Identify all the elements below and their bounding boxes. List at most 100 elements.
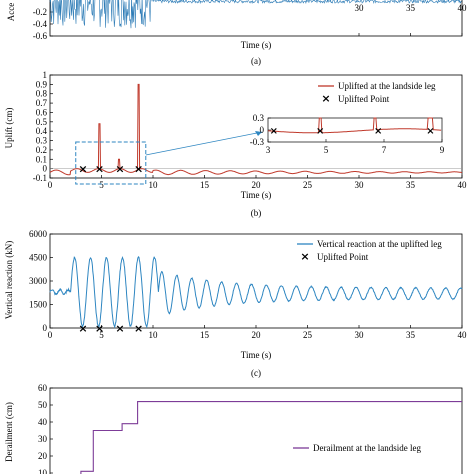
x-tick-label: 40 [458, 330, 468, 340]
panel-d-ylabel: Derailment (cm) [4, 402, 14, 462]
x-tick-label: 35 [406, 330, 416, 340]
panel-b-inset-line [267, 117, 442, 134]
panel-d-series-line [80, 401, 462, 474]
panel-c-legend: Vertical reaction at the uplifted leg × … [297, 239, 442, 263]
y-tick-label: 0.7 [36, 98, 48, 108]
panel-c-series-line [49, 255, 463, 329]
panel-d-plot: 60 50 40 30 20 10 [38, 383, 463, 474]
panel-d-legend-label: Derailment at the landside leg [313, 443, 421, 453]
x-tick-label: 40 [458, 3, 468, 13]
y-tick-label: 0.5 [36, 117, 48, 127]
y-tick-label: -0.1 [33, 173, 47, 183]
inset-x-tick-label: 3 [266, 145, 271, 155]
panel-b-zoom-arrowhead [255, 131, 262, 136]
x-tick-label: 30 [355, 330, 365, 340]
panel-b-inset-marker: × [316, 126, 324, 137]
panel-a-ylabel: Acce [6, 3, 16, 21]
y-tick-label: 30 [38, 434, 48, 444]
panel-b-legend: Uplifted at the landside leg × Uplifted … [318, 81, 436, 105]
panel-b-inset-marker: × [374, 126, 382, 137]
x-tick-label: 5 [99, 330, 104, 340]
inset-y-tick-label: -0.3 [250, 137, 265, 147]
panel-b-uplift-marker: × [95, 163, 104, 176]
panel-c-ylabel: Vertical reaction (kN) [4, 241, 14, 319]
panel-b-inset-frame [267, 117, 443, 143]
panel-d-legend: Derailment at the landside leg [293, 443, 421, 453]
panel-b-uplift-marker: × [134, 163, 143, 176]
x-tick-label: 0 [48, 330, 53, 340]
y-tick-label: 1500 [29, 300, 48, 310]
panel-c-caption: (c) [251, 368, 261, 378]
panel-c-uplift-marker: × [134, 322, 143, 335]
panel-c-uplift-marker: × [95, 322, 104, 335]
y-tick-label: 6000 [29, 229, 48, 239]
y-tick-label: 0 [43, 164, 48, 174]
panel-b-xlabel: Time (s) [241, 190, 271, 200]
panel-b-zoom-box [75, 141, 147, 185]
panel-c-plot: 6000 4500 3000 1500 00 5 10 15 20 25 30 35 40 × × × × [29, 229, 467, 340]
x-tick-label: 15 [200, 330, 210, 340]
panel-b-zoom-arrow [145, 131, 263, 156]
panel-a-plot: -0.2 -0.4 -0.6 30 35 40 [33, 0, 467, 41]
inset-y-tick-label: 0.3 [253, 113, 265, 123]
inset-x-tick-label: 7 [382, 145, 387, 155]
y-tick-label: 1 [43, 70, 48, 80]
y-tick-label: -0.4 [33, 19, 48, 29]
y-tick-label: 0.4 [36, 126, 48, 136]
y-tick-label: 50 [38, 400, 48, 410]
panel-c: 6000 4500 3000 1500 00 5 10 15 20 25 30 35 40 × × × × Ve… [4, 229, 467, 378]
y-tick-label: 0.6 [36, 107, 48, 117]
panel-c-legend-label-1: Vertical reaction at the uplifted leg [317, 239, 442, 249]
panel-b-series-line [49, 83, 462, 176]
x-tick-label: 40 [458, 180, 468, 190]
panel-b-legend-label-1: Uplifted at the landside leg [338, 81, 436, 91]
y-tick-label: 60 [38, 383, 48, 393]
panel-b-ylabel: Uplift (cm) [4, 108, 14, 149]
y-tick-label: 4500 [29, 253, 48, 263]
y-tick-label: 0.1 [36, 154, 47, 164]
y-tick-label: 0.2 [36, 145, 47, 155]
x-tick-label: 20 [252, 180, 262, 190]
y-tick-label: -0.6 [33, 31, 48, 41]
x-tick-label: 30 [355, 3, 365, 13]
inset-x-tick-label: 9 [440, 145, 445, 155]
x-tick-label: 25 [303, 330, 313, 340]
inset-x-tick-label: 5 [324, 145, 329, 155]
panel-c-uplift-marker: × [115, 322, 124, 335]
y-tick-label: -0.2 [33, 7, 47, 17]
y-tick-label: 20 [38, 451, 48, 461]
panel-a-xlabel: Time (s) [241, 40, 271, 50]
panel-d: 60 50 40 30 20 10 Derailment (cm) Derailment … [4, 383, 463, 474]
panel-c-legend-marker: × [300, 250, 309, 263]
panel-a: -0.2 -0.4 -0.6 30 35 40 Acce Time (s) (a) [6, 0, 467, 66]
panel-c-legend-label-2: Uplifted Point [317, 252, 369, 262]
panel-a-frame [49, 0, 463, 37]
x-tick-label: 0 [48, 180, 53, 190]
x-tick-label: 15 [200, 180, 210, 190]
x-tick-label: 30 [355, 180, 365, 190]
panel-a-caption: (a) [251, 56, 261, 66]
panel-b-caption: (b) [251, 208, 262, 218]
panel-c-xlabel: Time (s) [241, 350, 271, 360]
panel-b-inset-marker: × [270, 126, 278, 137]
panel-b: 10.90.80.70.60.50.40.30.20.10-0.10 5 10 15 2… [4, 70, 467, 218]
panel-b-inset-marker: × [426, 126, 434, 137]
y-tick-label: 3000 [29, 276, 48, 286]
inset-y-tick-label: 0 [260, 125, 265, 135]
y-tick-label: 10 [38, 468, 48, 474]
y-tick-label: 0.8 [36, 89, 48, 99]
panel-b-uplift-marker: × [115, 163, 124, 176]
x-tick-label: 35 [406, 3, 416, 13]
x-tick-label: 5 [99, 180, 104, 190]
x-tick-label: 10 [149, 330, 159, 340]
x-tick-label: 25 [303, 180, 313, 190]
x-tick-label: 20 [252, 330, 262, 340]
panel-b-legend-label-2: Uplifted Point [338, 94, 390, 104]
y-tick-label: 0 [43, 323, 48, 333]
x-tick-label: 35 [406, 180, 416, 190]
panel-b-uplift-marker: × [78, 163, 87, 176]
y-tick-label: 40 [38, 417, 48, 427]
panel-b-plot: 10.90.80.70.60.50.40.30.20.10-0.10 5 10 15 2… [33, 70, 467, 190]
x-tick-label: 10 [149, 180, 159, 190]
